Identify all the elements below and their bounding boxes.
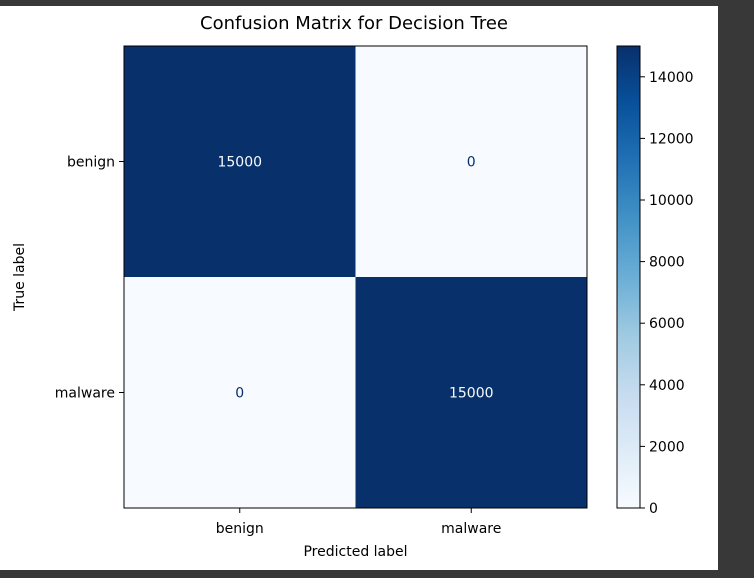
x-tick-label: malware <box>441 521 501 537</box>
cell-value-label: 15000 <box>449 386 494 402</box>
colorbar-ticks: 0 2000 4000 6000 8000 10000 12000 14000 <box>640 70 694 517</box>
heatmap-cell-benign-benign <box>124 46 356 277</box>
colorbar-tick-label: 2000 <box>649 439 685 455</box>
figure-canvas: Confusion Matrix for Decision Tree 15000… <box>0 6 718 570</box>
colorbar <box>616 45 641 509</box>
x-axis-ticks: benign malware <box>216 508 501 537</box>
cell-value-label: 0 <box>235 386 244 402</box>
heatmap-cell-malware-malware <box>355 277 587 508</box>
plot-frame <box>123 45 588 509</box>
colorbar-tick-label: 14000 <box>649 70 694 86</box>
colorbar-tick-label: 8000 <box>649 255 685 271</box>
colorbar-tick-label: 10000 <box>649 193 694 209</box>
heatmap-cells <box>124 46 587 508</box>
cell-value-labels: 15000 0 0 15000 <box>217 155 493 402</box>
colorbar-tick-label: 4000 <box>649 378 685 394</box>
colorbar-tick-label: 0 <box>649 501 658 517</box>
x-tick-label: benign <box>216 521 264 537</box>
y-tick-label: malware <box>55 386 115 402</box>
colorbar-tick-label: 12000 <box>649 131 694 147</box>
y-axis-ticks: benign malware <box>55 155 124 402</box>
x-axis-label: Predicted label <box>303 544 407 560</box>
cell-value-label: 0 <box>467 155 476 171</box>
cell-value-label: 15000 <box>217 155 262 171</box>
heatmap-cell-malware-benign <box>124 277 356 508</box>
y-axis-label: True label <box>12 243 28 312</box>
heatmap-cell-benign-malware <box>355 46 587 277</box>
chart-title: Confusion Matrix for Decision Tree <box>200 13 508 34</box>
colorbar-tick-label: 6000 <box>649 316 685 332</box>
y-tick-label: benign <box>67 155 115 171</box>
confusion-matrix-chart: Confusion Matrix for Decision Tree 15000… <box>12 13 694 560</box>
